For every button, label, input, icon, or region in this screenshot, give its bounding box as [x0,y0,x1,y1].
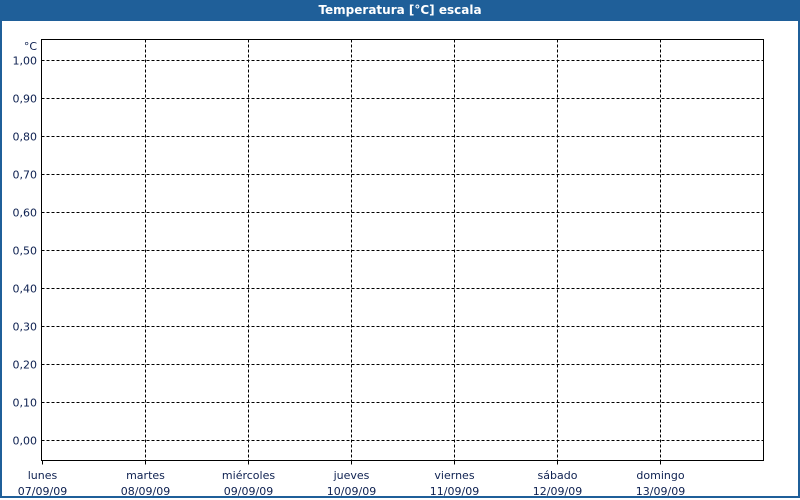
x-tick-date: 13/09/09 [636,485,685,498]
y-tick-label: 0,20 [13,359,38,372]
x-tick-date: 09/09/09 [224,485,273,498]
x-tick-day: martes [126,469,165,482]
x-tick-date: 12/09/09 [533,485,582,498]
x-tick-day: miércoles [222,469,275,482]
y-tick-label: 0,80 [13,131,38,144]
y-tick-label: 0,60 [13,207,38,220]
y-tick-label: 0,30 [13,321,38,334]
y-tick-label: 0,40 [13,283,38,296]
grid [41,39,764,465]
y-tick-label: 0,00 [13,435,38,448]
y-tick-label: 0,10 [13,397,38,410]
x-tick-date: 08/09/09 [121,485,170,498]
x-tick-day: lunes [28,469,58,482]
y-tick-label: 1,00 [13,55,38,68]
tick-labels: 0,00 0,10 0,20 0,30 0,40 0,50 0,60 0,70 0,80 0,90… [13,55,686,499]
x-tick-date: 10/09/09 [327,485,376,498]
y-tick-label: 0,50 [13,245,38,258]
chart-title: Temperatura [°C] escala [0,0,800,21]
x-tick-day: jueves [333,469,370,482]
x-tick-day: sábado [538,469,578,482]
x-tick-date: 07/09/09 [18,485,67,498]
y-tick-label: 0,70 [13,169,38,182]
y-tick-label: 0,90 [13,93,38,106]
y-axis-unit: °C [24,40,38,53]
x-tick-date: 11/09/09 [430,485,479,498]
x-tick-day: domingo [636,469,684,482]
x-tick-day: viernes [434,469,474,482]
plot-area [41,39,764,461]
